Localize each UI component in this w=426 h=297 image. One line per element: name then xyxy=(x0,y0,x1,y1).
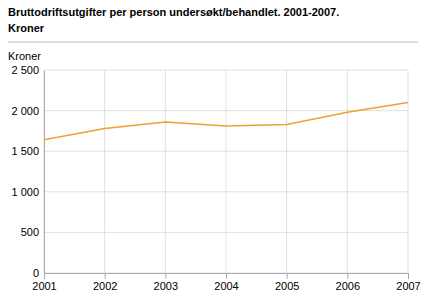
y-tick: 2 500 xyxy=(11,64,44,76)
chart: Bruttodriftsutgifter per person undersøk… xyxy=(0,0,426,297)
grid-line-x xyxy=(286,70,287,273)
x-tick: 2003 xyxy=(154,273,178,292)
grid xyxy=(44,70,408,273)
y-axis: 0 500 1 000 1 500 2 000 2 500 xyxy=(11,64,44,279)
grid-line-x xyxy=(408,70,409,273)
y-tick-label: 1 000 xyxy=(11,186,39,198)
y-axis-label: Kroner xyxy=(8,50,41,62)
separator xyxy=(8,42,418,43)
x-tick-label: 2006 xyxy=(336,280,360,292)
x-axis-line xyxy=(45,274,409,280)
x-tick-label: 2002 xyxy=(93,280,117,292)
grid-line-x xyxy=(104,70,105,273)
x-tick-mark xyxy=(287,273,288,279)
y-tick: 1 000 xyxy=(11,186,44,198)
plot: 2001 2002 2003 2004 2005 2006 2007 0 500 1 000 1 5… xyxy=(11,64,420,292)
x-tick: 2005 xyxy=(275,273,299,292)
line xyxy=(44,102,408,139)
x-tick-mark xyxy=(105,273,106,279)
grid-line-x xyxy=(347,70,348,273)
x-tick-mark xyxy=(44,273,45,279)
x-tick: 2002 xyxy=(93,273,117,292)
x-tick: 2006 xyxy=(336,273,360,292)
y-tick-label: 2 500 xyxy=(11,64,39,76)
y-tick: 2 000 xyxy=(11,105,44,117)
x-tick-label: 2003 xyxy=(154,280,178,292)
x-tick-mark xyxy=(226,273,227,279)
grid-line-x xyxy=(165,70,166,273)
y-tick: 500 xyxy=(21,226,44,238)
title: Bruttodriftsutgifter per person undersøk… xyxy=(8,6,339,18)
x-tick-mark xyxy=(165,273,166,279)
grid-line-x xyxy=(226,70,227,273)
y-tick-label: 0 xyxy=(33,267,39,279)
x-tick-label: 2005 xyxy=(275,280,299,292)
x-tick: 2007 xyxy=(396,273,420,292)
x-tick-mark xyxy=(408,273,409,279)
y-tick-label: 500 xyxy=(21,226,39,238)
subtitle: Kroner xyxy=(8,22,45,34)
y-axis-line xyxy=(44,71,45,274)
x-tick-label: 2001 xyxy=(32,280,56,292)
x-tick-mark xyxy=(347,273,348,279)
y-tick-label: 1 500 xyxy=(11,145,39,157)
grid-line-x xyxy=(44,70,45,273)
x-tick: 2004 xyxy=(214,273,238,292)
series xyxy=(44,102,408,139)
x-tick-label: 2007 xyxy=(396,280,420,292)
x-tick-label: 2004 xyxy=(214,280,238,292)
y-tick: 1 500 xyxy=(11,145,44,157)
y-tick: 0 xyxy=(33,267,44,279)
y-tick-label: 2 000 xyxy=(11,105,39,117)
x-axis: 2001 2002 2003 2004 2005 2006 2007 xyxy=(32,273,420,292)
